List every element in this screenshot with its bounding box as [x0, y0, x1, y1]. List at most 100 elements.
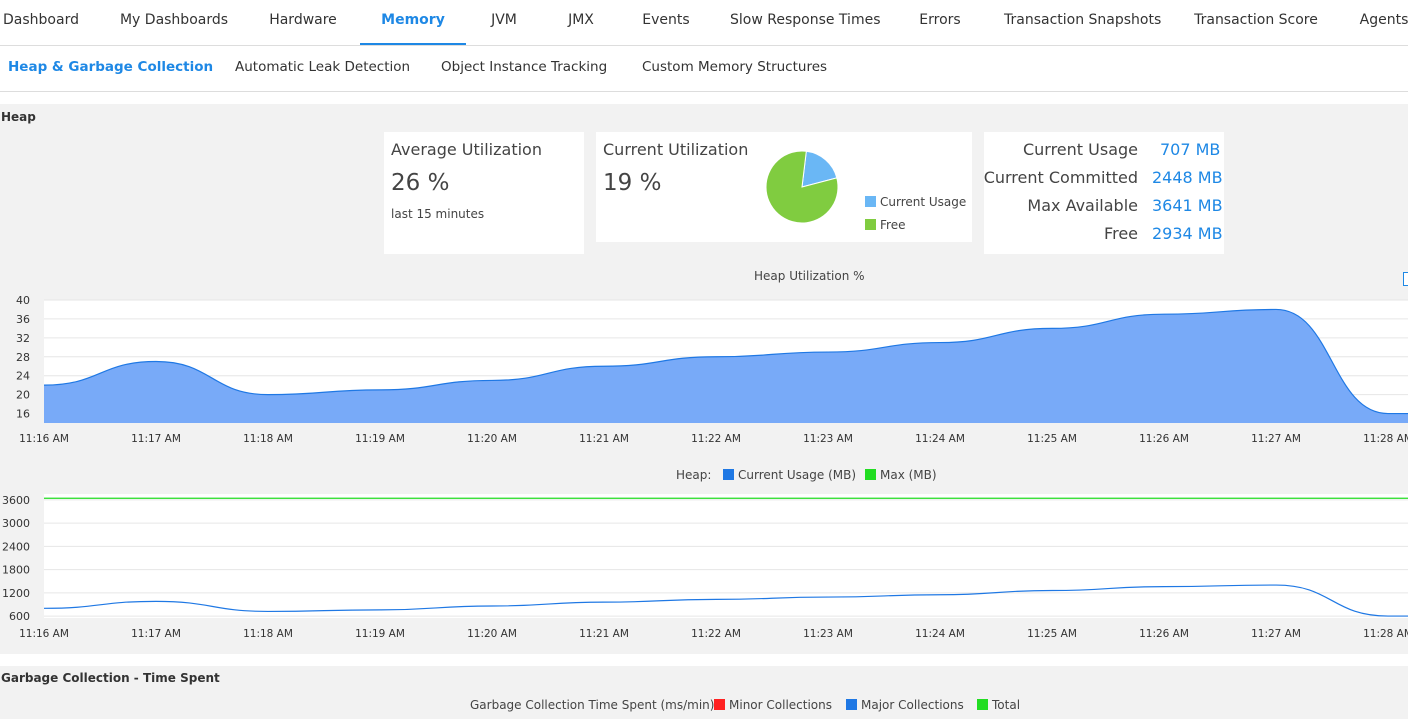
x-tick-label: 11:19 AM [355, 433, 405, 445]
y-tick-label: 1200 [2, 587, 30, 600]
stat-value[interactable]: 2448 MB [1152, 168, 1223, 187]
legend-current-usage[interactable]: Current Usage (MB) [723, 468, 856, 482]
tab-memory[interactable]: Memory [360, 0, 466, 45]
gc-legend-major-label: Major Collections [861, 698, 964, 712]
tab-hardware[interactable]: Hardware [269, 12, 337, 28]
subtab-object-instance-tracking[interactable]: Object Instance Tracking [441, 59, 608, 75]
tab-transaction-snapshots[interactable]: Transaction Snapshots [1004, 12, 1162, 28]
y-tick-label: 600 [9, 610, 30, 623]
x-tick-label: 11:18 AM [243, 433, 293, 445]
x-tick-label: 11:21 AM [579, 628, 629, 640]
stat-current-committed: Current Committed 2448 MB [984, 168, 1224, 196]
gc-panel [0, 666, 1408, 719]
chart-toggle-checkbox[interactable] [1403, 272, 1408, 286]
stat-value[interactable]: 2934 MB [1152, 224, 1223, 243]
average-utilization-card: Average Utilization 26 % last 15 minutes [384, 132, 584, 254]
legend-max-swatch [865, 469, 876, 480]
subtab-custom-memory-structures[interactable]: Custom Memory Structures [642, 59, 828, 75]
series-area [44, 309, 1408, 423]
x-tick-label: 11:28 AM [1363, 628, 1408, 640]
tab-jmx[interactable]: JMX [568, 12, 594, 28]
x-tick-label: 11:18 AM [243, 628, 293, 640]
x-tick-label: 11:25 AM [1027, 628, 1077, 640]
legend-max-label: Max (MB) [880, 468, 937, 482]
x-tick-label: 11:22 AM [691, 433, 741, 445]
stat-label: Current Usage [1022, 140, 1138, 159]
y-tick-label: 3600 [2, 494, 30, 507]
gc-section-title: Garbage Collection - Time Spent [1, 671, 220, 685]
x-tick-label: 11:22 AM [691, 628, 741, 640]
x-tick-label: 11:23 AM [803, 628, 853, 640]
stat-label: Free [1104, 224, 1138, 243]
gc-legend-title: Garbage Collection Time Spent (ms/min): [470, 698, 719, 712]
tab-agents[interactable]: Agents [1359, 12, 1408, 28]
y-tick-label: 32 [16, 332, 30, 345]
current-utilization-card: Current Utilization 19 % Current Usage F… [596, 132, 972, 242]
pie-slice-1 [765, 150, 839, 224]
legend-max[interactable]: Max (MB) [865, 468, 937, 482]
series-line-0 [43, 584, 1408, 617]
x-tick-label: 11:16 AM [19, 433, 69, 445]
gc-legend-minor-swatch [714, 699, 725, 710]
subtab-automatic-leak-detection[interactable]: Automatic Leak Detection [235, 59, 411, 75]
stat-label: Max Available [1027, 196, 1138, 215]
x-tick-label: 11:25 AM [1027, 433, 1077, 445]
average-utilization-note: last 15 minutes [391, 207, 485, 221]
gc-legend-minor[interactable]: Minor Collections [714, 698, 832, 712]
x-tick-label: 11:26 AM [1139, 433, 1189, 445]
tab-events[interactable]: Events [642, 12, 690, 28]
x-tick-label: 11:26 AM [1139, 628, 1189, 640]
x-tick-label: 11:20 AM [467, 628, 517, 640]
pie-legend-free-label: Free [880, 218, 906, 232]
x-tick-label: 11:23 AM [803, 433, 853, 445]
average-utilization-title: Average Utilization [391, 140, 542, 159]
tab-transaction-score[interactable]: Transaction Score [1194, 12, 1318, 28]
gc-legend-total-label: Total [992, 698, 1021, 712]
stat-value[interactable]: 3641 MB [1152, 196, 1223, 215]
pie-legend-free: Free [865, 218, 905, 232]
y-tick-label: 40 [16, 296, 30, 307]
gc-legend-total-swatch [977, 699, 988, 710]
x-tick-label: 11:21 AM [579, 433, 629, 445]
legend-current-usage-swatch [723, 469, 734, 480]
y-tick-label: 16 [16, 408, 30, 421]
heap-utilization-chart-title: Heap Utilization % [754, 269, 865, 283]
heap-utilization-chart: 16 20 24 28 32 36 40 11:16 AM 11:17 AM 11:18 AM 11… [16, 296, 1408, 445]
current-utilization-value: 19 % [603, 170, 662, 196]
stat-value[interactable]: 707 MB [1160, 140, 1221, 159]
tab-errors[interactable]: Errors [919, 12, 961, 28]
x-tick-label: 11:24 AM [915, 433, 965, 445]
gc-legend-minor-label: Minor Collections [729, 698, 832, 712]
heap-mb-chart: 600 1200 1800 2400 3000 3600 11:16 AM 11:17 AM 1… [2, 494, 1408, 640]
x-tick-label: 11:17 AM [131, 628, 181, 640]
gc-legend-major-swatch [846, 699, 857, 710]
y-tick-label: 36 [16, 313, 30, 326]
y-tick-label: 20 [16, 389, 30, 402]
tab-dashboard[interactable]: Dashboard [3, 12, 79, 28]
plot-area [44, 494, 1408, 618]
x-tick-label: 11:17 AM [131, 433, 181, 445]
legend-current-usage-label: Current Usage (MB) [738, 468, 857, 482]
main-tab-bar: Dashboard My Dashboards Hardware Memory … [0, 0, 1408, 46]
series-line [43, 308, 1408, 415]
y-tick-label: 24 [16, 370, 30, 383]
tab-my-dashboards[interactable]: My Dashboards [119, 12, 229, 28]
heap-stats-card: Current Usage 707 MB Current Committed 2… [984, 132, 1224, 254]
heap-legend-title: Heap: [676, 468, 712, 482]
y-tick-label: 1800 [2, 564, 30, 577]
x-tick-label: 11:16 AM [19, 628, 69, 640]
current-utilization-title: Current Utilization [603, 140, 749, 159]
y-tick-label: 28 [16, 351, 30, 364]
tab-slow-response-times[interactable]: Slow Response Times [730, 12, 881, 28]
pie-slice-0 [801, 150, 838, 188]
x-tick-label: 11:28 AM [1363, 433, 1408, 445]
sub-tab-bar: Heap & Garbage Collection Automatic Leak… [0, 46, 1408, 92]
x-tick-label: 11:24 AM [915, 628, 965, 640]
gc-legend-total[interactable]: Total [977, 698, 1020, 712]
gc-legend-major[interactable]: Major Collections [846, 698, 964, 712]
pie-legend-usage-swatch [865, 196, 876, 207]
average-utilization-value: 26 % [391, 170, 450, 196]
tab-jvm[interactable]: JVM [491, 12, 517, 28]
x-tick-label: 11:19 AM [355, 628, 405, 640]
subtab-heap-gc[interactable]: Heap & Garbage Collection [8, 59, 214, 75]
